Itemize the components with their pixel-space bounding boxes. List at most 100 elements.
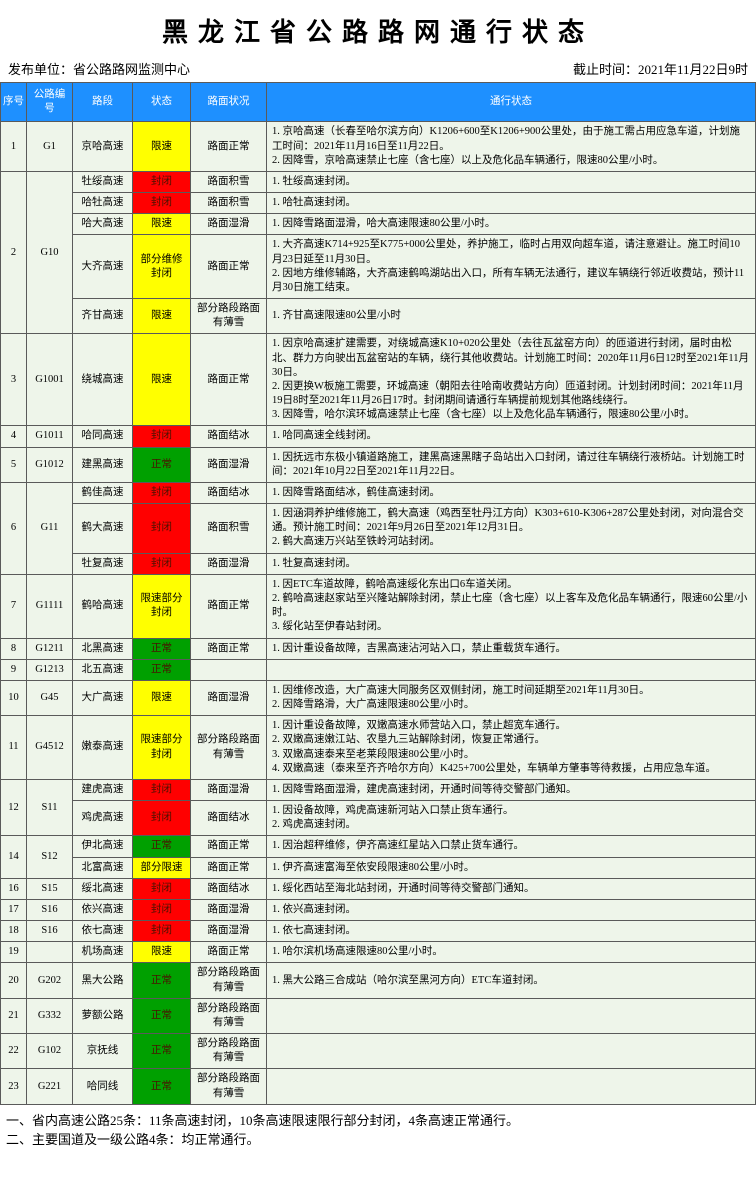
cell-no: 14 [1,836,27,878]
status-cell: 限速 [133,680,191,715]
cell-detail: 1. 因设备故障，鸡虎高速新河站入口禁止货车通行。2. 鸡虎高速封闭。 [267,801,756,836]
cell-code: G1211 [27,638,73,659]
cell-surface: 路面正常 [191,574,267,638]
deadline-value: 2021年11月22日9时 [638,62,748,77]
cell-section: 京哈高速 [73,122,133,172]
cell-no: 6 [1,482,27,574]
cell-no: 20 [1,963,27,998]
table-row: 23G221哈同线正常部分路段路面有薄雪 [1,1069,756,1104]
cell-code: G1001 [27,334,73,426]
cell-surface: 路面湿滑 [191,680,267,715]
cell-no: 4 [1,426,27,447]
cell-section: 哈同高速 [73,426,133,447]
cell-section: 北黑高速 [73,638,133,659]
table-row: 牡复高速封闭路面湿滑1. 牡复高速封闭。 [1,553,756,574]
cell-surface: 路面正常 [191,942,267,963]
table-row: 16S15绥北高速封闭路面结冰1. 绥化西站至海北站封闭，开通时间等待交警部门通… [1,878,756,899]
cell-detail: 1. 因降雪路面结冰，鹤佳高速封闭。 [267,482,756,503]
cell-code: S12 [27,836,73,878]
cell-no: 22 [1,1034,27,1069]
status-cell: 正常 [133,998,191,1033]
cell-no: 5 [1,447,27,482]
cell-no: 16 [1,878,27,899]
cell-section: 鹤哈高速 [73,574,133,638]
cell-no: 8 [1,638,27,659]
table-row: 8G1211北黑高速正常路面正常1. 因计重设备故障，吉黑高速沾河站入口，禁止重… [1,638,756,659]
status-cell: 正常 [133,1034,191,1069]
cell-surface: 路面湿滑 [191,214,267,235]
cell-detail: 1. 哈同高速全线封闭。 [267,426,756,447]
cell-section: 依兴高速 [73,899,133,920]
cell-section: 哈大高速 [73,214,133,235]
cell-code: G102 [27,1034,73,1069]
cell-surface: 路面正常 [191,334,267,426]
cell-section: 哈牡高速 [73,193,133,214]
cell-surface: 路面湿滑 [191,553,267,574]
cell-detail [267,659,756,680]
table-row: 鸡虎高速封闭路面结冰1. 因设备故障，鸡虎高速新河站入口禁止货车通行。2. 鸡虎… [1,801,756,836]
table-row: 9G1213北五高速正常 [1,659,756,680]
table-row: 21G332萝额公路正常部分路段路面有薄雪 [1,998,756,1033]
cell-no: 12 [1,779,27,836]
cell-code: G45 [27,680,73,715]
cell-detail: 1. 因抚远市东极小镇道路施工，建黑高速黑瞎子岛站出入口封闭，请过往车辆绕行液桥… [267,447,756,482]
cell-detail: 1. 因涵洞养护维修施工，鹤大高速（鸡西至牡丹江方向）K303+610-K306… [267,504,756,554]
cell-section: 齐甘高速 [73,299,133,334]
cell-surface: 部分路段路面有薄雪 [191,1069,267,1104]
status-cell: 限速部分封闭 [133,716,191,780]
cell-no: 21 [1,998,27,1033]
cell-section: 哈同线 [73,1069,133,1104]
status-cell: 限速 [133,299,191,334]
cell-code [27,942,73,963]
cell-no: 9 [1,659,27,680]
cell-surface: 路面结冰 [191,482,267,503]
cell-detail: 1. 因ETC车道故障，鹤哈高速绥化东出口6车道关闭。2. 鹤哈高速赵家站至兴隆… [267,574,756,638]
table-row: 20G202黑大公路正常部分路段路面有薄雪1. 黑大公路三合成站（哈尔滨至黑河方… [1,963,756,998]
cell-surface: 路面正常 [191,836,267,857]
cell-detail: 1. 因降雪路面湿滑，哈大高速限速80公里/小时。 [267,214,756,235]
status-cell: 部分维修封闭 [133,235,191,299]
cell-surface: 路面结冰 [191,426,267,447]
table-body: 1G1京哈高速限速路面正常1. 京哈高速（长春至哈尔滨方向）K1206+600至… [1,122,756,1104]
table-row: 14S12伊北高速正常路面正常1. 因治超秤维修，伊齐高速红星站入口禁止货车通行… [1,836,756,857]
footer: 一、省内高速公路25条：11条高速封闭，10条高速限速限行部分封闭，4条高速正常… [0,1105,756,1160]
cell-detail: 1. 大齐高速K714+925至K775+000公里处，养护施工，临时占用双向超… [267,235,756,299]
cell-section: 嫩泰高速 [73,716,133,780]
cell-detail: 1. 因降雪路面湿滑，建虎高速封闭，开通时间等待交警部门通知。 [267,779,756,800]
cell-no: 3 [1,334,27,426]
table-row: 齐甘高速限速部分路段路面有薄雪1. 齐甘高速限速80公里/小时 [1,299,756,334]
cell-no: 2 [1,171,27,334]
status-cell: 封闭 [133,878,191,899]
cell-surface: 路面正常 [191,638,267,659]
status-table: 序号 公路编号 路段 状态 路面状况 通行状态 1G1京哈高速限速路面正常1. … [0,82,756,1105]
cell-detail [267,1069,756,1104]
th-surface: 路面状况 [191,83,267,122]
cell-detail: 1. 黑大公路三合成站（哈尔滨至黑河方向）ETC车道封闭。 [267,963,756,998]
cell-detail: 1. 依七高速封闭。 [267,921,756,942]
publisher: 发布单位：省公路路网监测中心 [8,59,190,78]
status-cell: 正常 [133,447,191,482]
status-cell: 封闭 [133,553,191,574]
status-cell: 限速 [133,334,191,426]
cell-surface: 路面积雪 [191,193,267,214]
cell-section: 机场高速 [73,942,133,963]
cell-surface: 路面结冰 [191,878,267,899]
cell-code: G332 [27,998,73,1033]
status-cell: 正常 [133,1069,191,1104]
table-row: 6G11鹤佳高速封闭路面结冰1. 因降雪路面结冰，鹤佳高速封闭。 [1,482,756,503]
deadline-label: 截止时间： [573,62,638,77]
cell-detail: 1. 因维修改造，大广高速大同服务区双侧封闭，施工时间延期至2021年11月30… [267,680,756,715]
cell-code: G1213 [27,659,73,680]
cell-surface: 路面积雪 [191,171,267,192]
meta-row: 发布单位：省公路路网监测中心 截止时间：2021年11月22日9时 [0,57,756,82]
cell-section: 北五高速 [73,659,133,680]
table-row: 哈牡高速封闭路面积雪1. 哈牡高速封闭。 [1,193,756,214]
cell-section: 牡复高速 [73,553,133,574]
cell-surface: 路面结冰 [191,801,267,836]
cell-surface: 路面正常 [191,857,267,878]
deadline: 截止时间：2021年11月22日9时 [573,59,748,78]
table-row: 19机场高速限速路面正常1. 哈尔滨机场高速限速80公里/小时。 [1,942,756,963]
cell-code: S16 [27,899,73,920]
cell-code: G11 [27,482,73,574]
cell-surface: 路面正常 [191,122,267,172]
